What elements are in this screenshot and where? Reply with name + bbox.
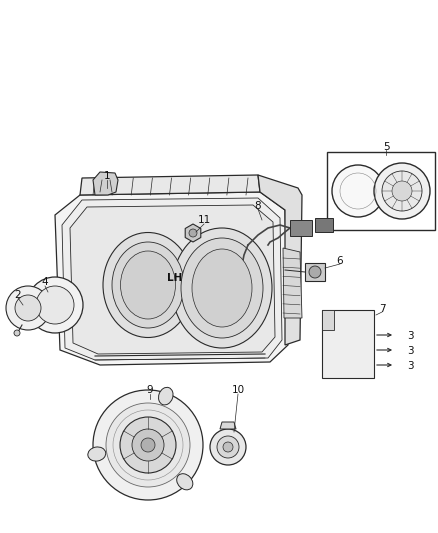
Polygon shape bbox=[93, 172, 118, 195]
Polygon shape bbox=[220, 422, 236, 429]
Circle shape bbox=[106, 403, 190, 487]
Ellipse shape bbox=[181, 238, 263, 338]
Circle shape bbox=[392, 181, 412, 201]
Polygon shape bbox=[55, 192, 288, 365]
Circle shape bbox=[309, 266, 321, 278]
Circle shape bbox=[382, 171, 422, 211]
Ellipse shape bbox=[172, 228, 272, 348]
Polygon shape bbox=[283, 248, 302, 318]
Text: 8: 8 bbox=[254, 201, 261, 211]
Text: 7: 7 bbox=[379, 304, 385, 314]
Bar bbox=[290, 220, 312, 236]
Circle shape bbox=[210, 429, 246, 465]
Ellipse shape bbox=[177, 474, 193, 490]
Circle shape bbox=[27, 277, 83, 333]
Circle shape bbox=[189, 229, 197, 237]
Bar bbox=[327, 152, 435, 230]
Text: 6: 6 bbox=[337, 256, 343, 266]
Text: 9: 9 bbox=[147, 385, 153, 395]
Text: 11: 11 bbox=[198, 215, 211, 225]
Circle shape bbox=[93, 390, 203, 500]
Text: 10: 10 bbox=[231, 385, 244, 395]
Circle shape bbox=[374, 163, 430, 219]
Text: 3: 3 bbox=[407, 331, 413, 341]
Circle shape bbox=[132, 429, 164, 461]
Polygon shape bbox=[80, 175, 260, 195]
Bar bbox=[322, 310, 334, 330]
Polygon shape bbox=[185, 224, 201, 242]
Text: LH: LH bbox=[167, 273, 183, 283]
Circle shape bbox=[223, 442, 233, 452]
Circle shape bbox=[36, 286, 74, 324]
Bar bbox=[315, 218, 333, 232]
Circle shape bbox=[15, 295, 41, 321]
Circle shape bbox=[217, 436, 239, 458]
Text: 3: 3 bbox=[407, 361, 413, 371]
Circle shape bbox=[332, 165, 384, 217]
Bar bbox=[305, 263, 325, 281]
Ellipse shape bbox=[103, 232, 193, 337]
Ellipse shape bbox=[112, 242, 184, 328]
Polygon shape bbox=[258, 175, 302, 345]
Text: 3: 3 bbox=[407, 346, 413, 356]
Circle shape bbox=[120, 417, 176, 473]
Circle shape bbox=[14, 330, 20, 336]
Ellipse shape bbox=[88, 447, 106, 461]
Text: 1: 1 bbox=[104, 171, 110, 181]
Bar bbox=[322, 310, 374, 378]
Ellipse shape bbox=[159, 387, 173, 405]
Text: 4: 4 bbox=[42, 277, 48, 287]
Circle shape bbox=[6, 286, 50, 330]
Text: 2: 2 bbox=[15, 290, 21, 300]
Ellipse shape bbox=[192, 249, 252, 327]
Polygon shape bbox=[70, 205, 275, 354]
Polygon shape bbox=[62, 198, 282, 360]
Ellipse shape bbox=[120, 251, 176, 319]
Text: 5: 5 bbox=[383, 142, 389, 152]
Circle shape bbox=[141, 438, 155, 452]
